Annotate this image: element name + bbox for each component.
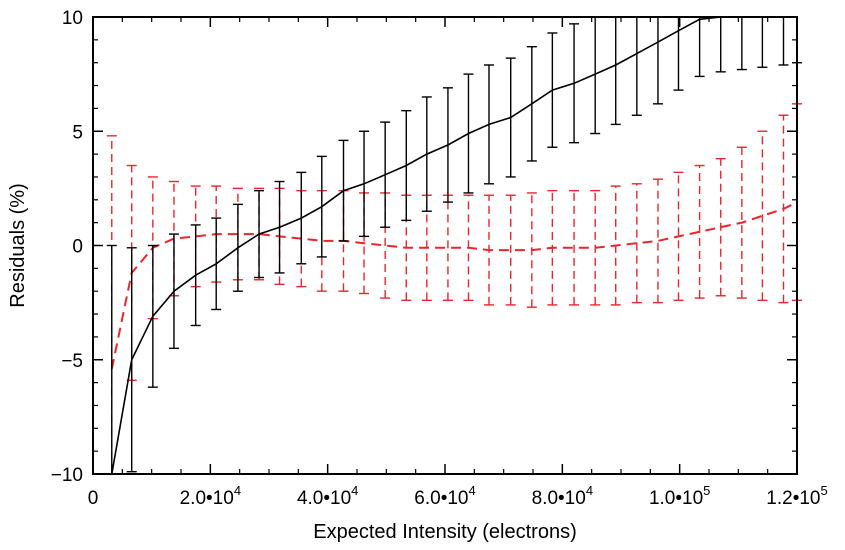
- x-axis-title: Expected Intensity (electrons): [313, 521, 576, 543]
- x-tick-label: 0: [88, 488, 99, 509]
- y-tick-label: 0: [72, 237, 83, 258]
- red-series-line: [110, 201, 798, 370]
- black-series-line: [111, 16, 797, 475]
- x-tick-label: 8.0•104: [532, 483, 593, 509]
- y-tick-labels: −10 −5 0 5 10: [51, 8, 83, 486]
- y-tick-label: 5: [72, 122, 83, 143]
- black-series-layer: [106, 16, 802, 475]
- y-tick-label: 10: [62, 8, 83, 29]
- y-tick-label: −5: [61, 351, 83, 372]
- y-axis-title: Residuals (%): [7, 183, 29, 307]
- plot-frame: [92, 16, 798, 475]
- x-tick-label: 6.0•104: [414, 483, 475, 509]
- x-tick-labels: 0 2.0•104 4.0•104 6.0•104 8.0•104 1.0•105 1.2•…: [88, 483, 828, 509]
- x-tick-label: 2.0•104: [180, 483, 241, 509]
- red-series-layer: [106, 103, 802, 474]
- x-tick-label: 4.0•104: [297, 483, 358, 509]
- x-tick-label: 1.0•105: [649, 483, 710, 509]
- axis-ticks: [92, 16, 798, 475]
- y-tick-label: −10: [51, 465, 83, 486]
- x-tick-label: 1.2•105: [766, 483, 827, 509]
